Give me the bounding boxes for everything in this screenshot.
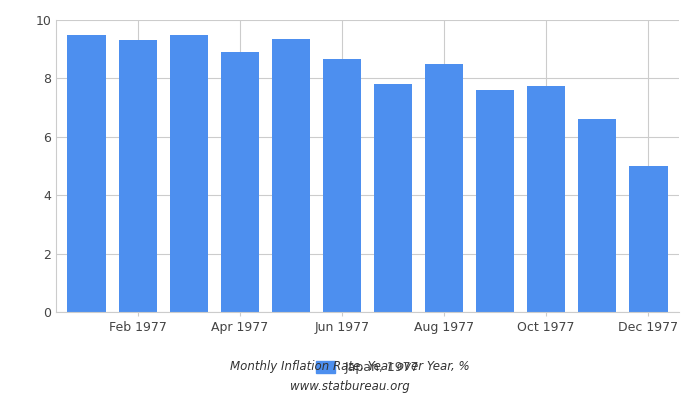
- Text: Monthly Inflation Rate, Year over Year, %: Monthly Inflation Rate, Year over Year, …: [230, 360, 470, 373]
- Bar: [118, 40, 157, 312]
- Bar: [67, 34, 106, 312]
- Legend: Japan, 1977: Japan, 1977: [311, 356, 424, 379]
- Bar: [220, 52, 259, 312]
- Bar: [425, 64, 463, 312]
- Bar: [527, 86, 566, 312]
- Bar: [629, 166, 668, 312]
- Bar: [476, 90, 514, 312]
- Bar: [323, 60, 361, 312]
- Bar: [374, 84, 412, 312]
- Bar: [578, 119, 617, 312]
- Bar: [169, 34, 208, 312]
- Bar: [272, 39, 310, 312]
- Text: www.statbureau.org: www.statbureau.org: [290, 380, 410, 393]
